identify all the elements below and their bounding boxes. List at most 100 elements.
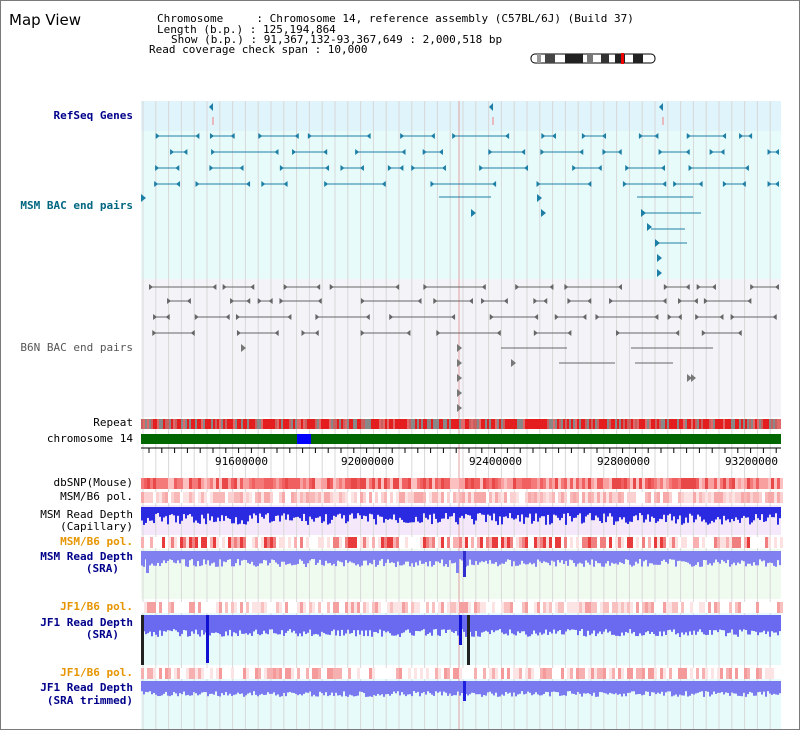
read-depth-bar bbox=[371, 615, 373, 637]
heat-cell bbox=[231, 492, 234, 503]
track-label-jf1-pol-2[interactable]: JF1/B6 pol. bbox=[60, 666, 133, 679]
track-label-b6n-bac[interactable]: B6N BAC end pairs bbox=[20, 341, 133, 354]
heat-cell bbox=[261, 602, 264, 613]
read-depth-bar bbox=[739, 615, 741, 630]
read-depth-bar bbox=[649, 615, 651, 634]
repeat-block bbox=[545, 419, 547, 429]
heat-cell bbox=[711, 602, 714, 613]
heat-cell bbox=[471, 668, 474, 679]
repeat-block bbox=[779, 419, 781, 429]
read-depth-bar bbox=[657, 615, 659, 636]
read-depth-bar bbox=[413, 615, 415, 636]
chromosome-ideogram[interactable] bbox=[529, 53, 657, 65]
read-depth-bar bbox=[231, 551, 233, 567]
read-depth-bar bbox=[181, 551, 183, 560]
read-depth-bar bbox=[733, 551, 735, 563]
read-depth-bar bbox=[561, 681, 563, 696]
heat-cell bbox=[585, 668, 588, 679]
read-depth-bar bbox=[457, 507, 459, 525]
read-depth-bar bbox=[387, 507, 389, 520]
track-label-msm-pol-2[interactable]: MSM/B6 pol. bbox=[60, 535, 133, 548]
read-depth-bar bbox=[225, 551, 227, 563]
heat-cell bbox=[198, 537, 201, 548]
bac-end-marker bbox=[154, 181, 159, 187]
heat-cell bbox=[189, 478, 192, 489]
bac-end-marker bbox=[287, 314, 292, 320]
read-depth-bar bbox=[767, 551, 769, 564]
read-depth-bar bbox=[517, 615, 519, 632]
repeat-block bbox=[697, 419, 699, 429]
read-depth-bar bbox=[481, 551, 483, 562]
repeat-block bbox=[265, 419, 267, 429]
repeat-block bbox=[505, 419, 507, 429]
axis-tick-label: 93200000 bbox=[725, 455, 778, 468]
read-depth-bar bbox=[429, 615, 431, 633]
track-label-msm-bac[interactable]: MSM BAC end pairs bbox=[20, 199, 133, 212]
read-depth-bar bbox=[251, 551, 253, 562]
heat-cell bbox=[291, 492, 294, 503]
read-depth-bar bbox=[495, 681, 497, 693]
read-depth-bar bbox=[533, 507, 535, 522]
repeat-block bbox=[439, 419, 441, 429]
read-depth-bar bbox=[291, 551, 293, 566]
heat-cell bbox=[141, 537, 144, 548]
read-depth-bar bbox=[473, 681, 475, 693]
track-label-jf1-pol[interactable]: JF1/B6 pol. bbox=[60, 600, 133, 613]
repeat-block bbox=[637, 419, 639, 429]
bac-end-marker bbox=[165, 314, 170, 320]
repeat-block bbox=[315, 419, 317, 429]
repeat-block bbox=[649, 419, 651, 429]
track-label-refseq-genes[interactable]: RefSeq Genes bbox=[53, 109, 133, 122]
read-depth-bar bbox=[393, 615, 395, 636]
read-depth-bar bbox=[147, 681, 149, 693]
read-depth-bar bbox=[717, 615, 719, 633]
heat-cell bbox=[513, 668, 516, 679]
heat-cell bbox=[153, 668, 156, 679]
repeat-block bbox=[453, 419, 455, 429]
track-label-msm-depth-cap-1[interactable]: MSM Read Depth bbox=[40, 508, 133, 521]
heat-cell bbox=[222, 492, 225, 503]
read-depth-bar bbox=[675, 551, 677, 567]
heat-cell bbox=[747, 602, 750, 613]
repeat-block bbox=[455, 419, 457, 429]
read-depth-bar bbox=[505, 507, 507, 517]
heat-cell bbox=[171, 478, 174, 489]
repeat-block bbox=[211, 419, 213, 429]
heat-cell bbox=[234, 537, 237, 548]
track-label-jf1-depth-sra-1[interactable]: JF1 Read Depth bbox=[40, 616, 133, 629]
heat-cell bbox=[393, 478, 396, 489]
axis-tick-label: 92800000 bbox=[597, 455, 650, 468]
read-depth-bar bbox=[779, 507, 781, 519]
read-depth-bar bbox=[349, 551, 351, 562]
read-depth-bar bbox=[153, 681, 155, 693]
track-label-msm-depth-sra-1[interactable]: MSM Read Depth bbox=[40, 550, 133, 563]
read-depth-bar bbox=[601, 551, 603, 567]
track-label-chromosome[interactable]: chromosome 14 bbox=[46, 432, 133, 445]
repeat-block bbox=[421, 419, 423, 429]
bac-end-marker bbox=[767, 149, 772, 155]
read-depth-bar bbox=[359, 615, 361, 635]
heat-cell bbox=[414, 668, 417, 679]
heat-cell bbox=[213, 492, 216, 503]
read-depth-bar bbox=[551, 507, 553, 524]
heat-cell bbox=[234, 602, 237, 613]
read-depth-bar bbox=[405, 681, 407, 697]
track-label-dbsnp[interactable]: dbSNP(Mouse) bbox=[53, 476, 133, 489]
track-label-repeat[interactable]: Repeat bbox=[93, 416, 133, 429]
heat-cell bbox=[531, 492, 534, 503]
repeat-block bbox=[169, 419, 171, 429]
heat-cell bbox=[177, 492, 180, 503]
repeat-block bbox=[499, 419, 501, 429]
read-depth-bar bbox=[509, 681, 511, 693]
read-depth-bar bbox=[549, 615, 551, 632]
heat-cell bbox=[516, 537, 519, 548]
heat-cell bbox=[552, 668, 555, 679]
read-depth-bar bbox=[447, 681, 449, 696]
heat-cell bbox=[456, 537, 459, 548]
heat-cell bbox=[327, 537, 330, 548]
heat-cell bbox=[456, 478, 459, 489]
track-label-jf1-depth-trim-1[interactable]: JF1 Read Depth bbox=[40, 681, 133, 694]
track-label-msm-pol[interactable]: MSM/B6 pol. bbox=[60, 490, 133, 503]
heat-cell bbox=[612, 602, 615, 613]
